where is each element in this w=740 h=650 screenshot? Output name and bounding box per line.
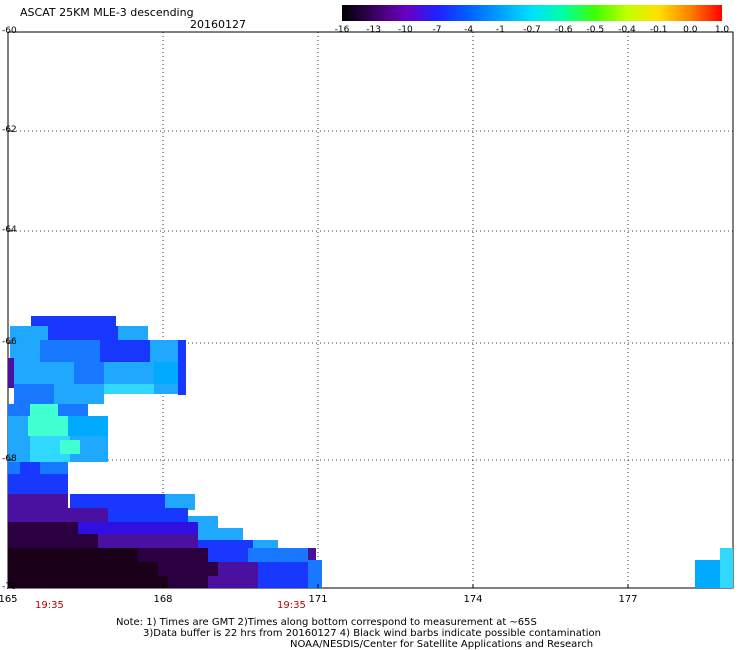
swath-cell [104, 362, 154, 384]
swath-cell [258, 562, 308, 576]
swath-cell [150, 340, 178, 362]
swath-cell [118, 326, 148, 340]
swath-cell [98, 534, 198, 548]
colorbar-label: -10 [397, 25, 413, 35]
time-label-right: 19:35 [277, 600, 306, 611]
colorbar [342, 5, 722, 21]
x-axis-label: 168 [153, 594, 173, 605]
colorbar-label: 0.0 [683, 25, 698, 35]
swath-cell [8, 562, 158, 576]
time-label-left: 19:35 [35, 600, 64, 611]
swath-cell [8, 522, 78, 534]
map-title: ASCAT 25KM MLE-3 descending [20, 6, 194, 19]
swath-cell [208, 576, 258, 588]
swath-cell [30, 404, 58, 416]
colorbar-label: -16 [334, 25, 350, 35]
swath-cell [40, 340, 100, 362]
swath-cell [218, 562, 258, 576]
swath-cell [60, 440, 80, 454]
swath-cell [100, 340, 150, 362]
swath-cell [104, 384, 154, 394]
y-axis-label: -70 [2, 582, 17, 592]
swath-cell [308, 548, 316, 560]
swath-cell [308, 560, 322, 588]
swath-cell [108, 508, 188, 522]
swath-cell [78, 522, 198, 534]
swath-cell [8, 576, 168, 588]
swath-cell [8, 548, 138, 562]
x-axis-label: 177 [618, 594, 638, 605]
swath-cell [154, 384, 178, 394]
colorbar-label: -0.7 [523, 25, 541, 35]
swath-cell [10, 340, 40, 362]
y-axis-label: -66 [2, 337, 17, 347]
colorbar-label: -0.6 [554, 25, 573, 35]
swath-cell [28, 416, 68, 436]
swath-cell [154, 362, 178, 384]
colorbar-label: -0.1 [649, 25, 668, 35]
y-axis-label: -62 [2, 125, 17, 135]
colorbar-label: -0.4 [618, 25, 636, 35]
swath-cell [48, 326, 118, 340]
swath-cell [8, 534, 98, 548]
colorbar-label: -0.5 [586, 25, 605, 35]
swath-cell [8, 358, 14, 388]
swath-cell [198, 540, 253, 550]
swath-cell [158, 562, 218, 576]
x-axis-label: 165 [0, 594, 18, 605]
swath-cell [168, 576, 208, 588]
swath-cell [20, 462, 40, 474]
swath-cell [8, 494, 68, 512]
swath-cell [165, 494, 195, 510]
swath-cell [8, 508, 108, 522]
swath-cell [198, 528, 243, 540]
swath-cell [720, 548, 733, 588]
swath-cell [10, 326, 50, 340]
colorbar-label: -4 [464, 25, 474, 35]
colorbar-label: 1.0 [714, 25, 730, 35]
x-axis-label: 171 [308, 594, 328, 605]
colorbar-label: -7 [432, 25, 442, 35]
swath-cell [14, 384, 54, 404]
swath-cell [253, 540, 278, 550]
plot-frame [7, 31, 734, 589]
swath-cell [54, 384, 104, 404]
swath-cell [8, 474, 68, 494]
note-line-2: 3)Data buffer is 22 hrs from 20160127 4)… [143, 628, 601, 639]
colorbar-label: -13 [366, 25, 381, 35]
swath-cell [74, 362, 104, 384]
note-line-1: Note: 1) Times are GMT 2)Times along bot… [116, 617, 537, 628]
colorbar-label: -1 [495, 25, 505, 35]
swath-cell [14, 362, 74, 384]
x-axis-label: 174 [463, 594, 483, 605]
swath-cell [695, 560, 720, 588]
y-axis-label: -64 [2, 225, 17, 235]
swath-cell [31, 316, 116, 326]
map-date: 20160127 [190, 18, 246, 31]
swath-cell [138, 548, 208, 562]
swath-cell [178, 340, 186, 395]
y-axis-label: -60 [2, 26, 17, 36]
note-line-3: NOAA/NESDIS/Center for Satellite Applica… [290, 639, 594, 650]
swath-cell [68, 416, 108, 436]
swath-cell [208, 548, 248, 562]
swath-cell [248, 548, 308, 562]
y-axis-label: -68 [2, 454, 17, 464]
swath-cell [70, 494, 165, 510]
swath-cell [258, 576, 308, 588]
